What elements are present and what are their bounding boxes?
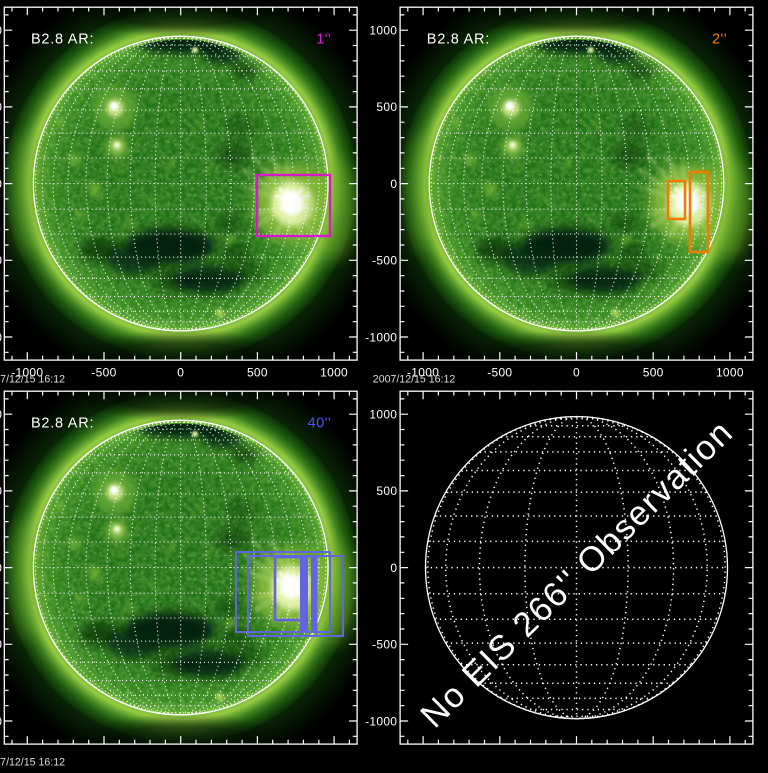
svg-text:500: 500 bbox=[376, 484, 397, 498]
svg-text:-500: -500 bbox=[372, 254, 397, 268]
svg-text:B2.8 AR:: B2.8 AR: bbox=[31, 416, 94, 432]
svg-text:0: 0 bbox=[0, 177, 2, 191]
svg-text:-500: -500 bbox=[487, 365, 512, 379]
svg-text:1000: 1000 bbox=[716, 365, 744, 379]
svg-text:0: 0 bbox=[0, 561, 2, 575]
svg-text:-1000: -1000 bbox=[11, 365, 43, 379]
svg-text:0: 0 bbox=[573, 365, 580, 379]
svg-text:-1000: -1000 bbox=[365, 714, 397, 728]
svg-text:-500: -500 bbox=[0, 638, 2, 652]
svg-text:500: 500 bbox=[643, 365, 664, 379]
svg-text:-500: -500 bbox=[91, 365, 116, 379]
svg-text:-1000: -1000 bbox=[365, 330, 397, 344]
svg-text:1000: 1000 bbox=[369, 408, 397, 422]
svg-text:-1000: -1000 bbox=[407, 365, 439, 379]
svg-text:40'': 40'' bbox=[308, 416, 332, 432]
svg-text:500: 500 bbox=[0, 100, 2, 114]
svg-text:1000: 1000 bbox=[320, 365, 348, 379]
svg-text:0: 0 bbox=[177, 365, 184, 379]
svg-text:-1000: -1000 bbox=[0, 330, 2, 344]
svg-text:B2.8 AR:: B2.8 AR: bbox=[31, 32, 94, 48]
svg-text:-500: -500 bbox=[0, 254, 2, 268]
svg-text:2007/12/15 16:12: 2007/12/15 16:12 bbox=[0, 757, 65, 769]
svg-text:500: 500 bbox=[247, 365, 268, 379]
svg-text:1000: 1000 bbox=[0, 24, 2, 38]
svg-text:2'': 2'' bbox=[712, 32, 727, 48]
svg-text:1'': 1'' bbox=[316, 32, 331, 48]
svg-text:2007/12/15 16:12: 2007/12/15 16:12 bbox=[0, 374, 65, 386]
svg-text:500: 500 bbox=[376, 100, 397, 114]
svg-text:B2.8 AR:: B2.8 AR: bbox=[427, 32, 490, 48]
svg-text:1000: 1000 bbox=[369, 24, 397, 38]
svg-text:-1000: -1000 bbox=[0, 714, 2, 728]
svg-text:2007/12/15 16:12: 2007/12/15 16:12 bbox=[373, 374, 456, 386]
svg-text:-500: -500 bbox=[372, 638, 397, 652]
svg-text:0: 0 bbox=[390, 177, 397, 191]
svg-text:500: 500 bbox=[0, 484, 2, 498]
svg-text:0: 0 bbox=[390, 561, 397, 575]
svg-text:1000: 1000 bbox=[0, 408, 2, 422]
